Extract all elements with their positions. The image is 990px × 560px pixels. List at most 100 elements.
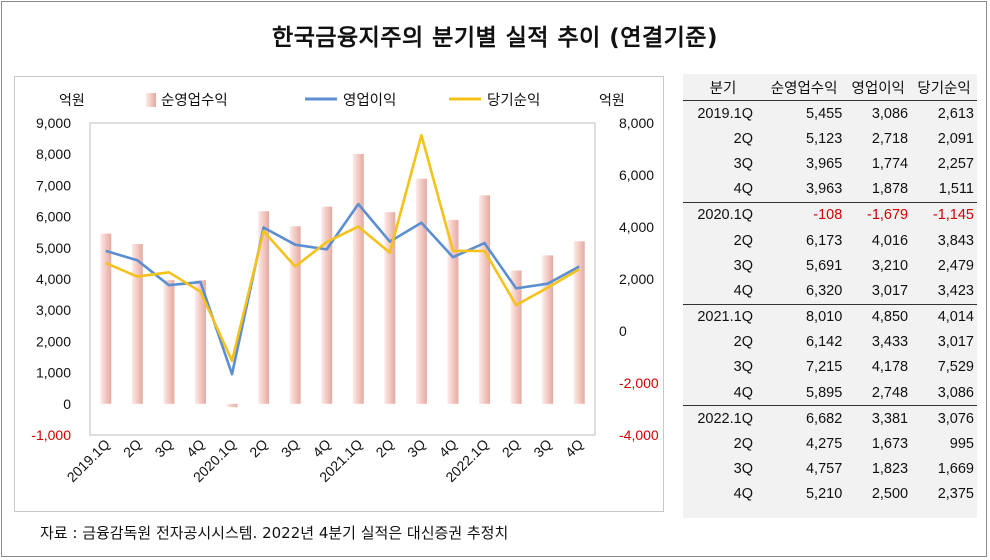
table-row: 4Q 5,895 2,748 3,086 xyxy=(683,380,977,406)
table-value-cell: -1,145 xyxy=(911,201,977,228)
table-value-cell: 5,123 xyxy=(805,130,843,147)
left-axis-tick: 8,000 xyxy=(36,146,71,162)
data-table: 분기 순영업수익 영업이익 당기순익 2019.1Q 5,455 3,086 2,613 2Q… xyxy=(683,74,977,518)
bar-revenue xyxy=(194,280,206,404)
table-value-cell: 6,320 xyxy=(805,282,843,299)
right-axis-unit: 억원 xyxy=(599,92,625,108)
table-quarter-cell: 2Q xyxy=(733,232,753,249)
table-value-cell: 3,433 xyxy=(871,334,909,351)
right-axis-tick: 6,000 xyxy=(619,167,654,183)
x-tick-label: 2Q xyxy=(372,436,397,461)
table-value-cell: 2,613 xyxy=(937,105,974,122)
x-tick-label: 2Q xyxy=(246,436,271,461)
x-tick-label: 4Q xyxy=(309,436,334,461)
x-tick-label: 3Q xyxy=(404,436,429,461)
left-axis-tick: -1,000 xyxy=(31,427,71,443)
table-row: 2020.1Q -108 -1,679 -1,145 xyxy=(683,201,977,228)
legend-swatch-revenue xyxy=(146,93,156,107)
left-axis-tick: 1,000 xyxy=(36,365,71,381)
table-value-cell: 5,210 xyxy=(805,486,843,503)
table-row: 3Q 3,965 1,774 2,257 xyxy=(683,151,977,176)
right-axis-tick: 2,000 xyxy=(619,271,654,287)
table-quarter-cell: 2020.1Q xyxy=(683,201,763,228)
table-quarter-cell: 4Q xyxy=(733,486,753,503)
left-axis-tick: 3,000 xyxy=(36,302,71,318)
table-quarter-cell: 3Q xyxy=(733,257,753,274)
left-axis-tick: 7,000 xyxy=(36,177,71,193)
table-header-cell: 순영업수익 xyxy=(763,74,846,101)
table-value-cell: 1,673 xyxy=(871,436,909,453)
table-value-cell: 3,017 xyxy=(937,334,974,351)
table-header-cell: 분기 xyxy=(683,74,763,101)
bar-revenue xyxy=(573,241,585,404)
legend-label-operating: 영업이익 xyxy=(343,92,396,109)
right-axis-tick: 4,000 xyxy=(619,219,654,235)
bar-revenue xyxy=(258,211,270,404)
table-quarter-cell: 4Q xyxy=(733,282,753,299)
right-axis-tick: -4,000 xyxy=(619,427,659,443)
legend-label-net: 당기순익 xyxy=(487,92,540,109)
table-value-cell: 2,375 xyxy=(937,486,974,503)
x-tick-label: 4Q xyxy=(436,436,461,461)
table-value-cell: 7,529 xyxy=(937,359,974,376)
table-value-cell: 3,017 xyxy=(871,282,909,299)
table-row: 3Q 7,215 4,178 7,529 xyxy=(683,355,977,380)
x-tick-label: 2Q xyxy=(120,436,145,461)
chart-area: -1,000 0 1,000 2,000 3,000 4,000 5,000 6,000 7,0… xyxy=(14,76,664,512)
x-tick-label: 2019.1Q xyxy=(64,436,113,485)
right-axis-tick: -2,000 xyxy=(619,375,659,391)
bar-revenue xyxy=(163,280,175,404)
x-tick-label: 3Q xyxy=(151,436,176,461)
x-tick-label: 3Q xyxy=(530,436,555,461)
table-value-cell: 3,843 xyxy=(937,232,974,249)
table-quarter-cell: 2Q xyxy=(733,436,753,453)
bar-revenue xyxy=(384,212,396,404)
right-axis-tick: 8,000 xyxy=(619,115,654,131)
table-quarter-cell: 3Q xyxy=(733,461,753,478)
table-value-cell: 4,757 xyxy=(805,461,843,478)
table-row: 2Q 5,123 2,718 2,091 xyxy=(683,126,977,151)
bar-revenue xyxy=(510,270,522,404)
left-axis-tick: 2,000 xyxy=(36,333,71,349)
table-value-cell: 2,718 xyxy=(871,130,909,147)
right-axis-tick: 0 xyxy=(619,323,627,339)
table-value-cell: 6,142 xyxy=(805,334,843,351)
table-quarter-cell: 2019.1Q xyxy=(697,105,753,122)
table-row: 4Q 5,210 2,500 2,375 xyxy=(683,482,977,507)
table-quarter-cell: 2Q xyxy=(733,334,753,351)
page-title: 한국금융지주의 분기별 실적 추이 (연결기준) xyxy=(272,25,718,51)
table-header-cell: 영업이익 xyxy=(845,74,912,101)
table-value-cell: 2,091 xyxy=(937,130,974,147)
table-value-cell: 6,173 xyxy=(805,232,843,249)
table-value-cell: 2,257 xyxy=(937,155,974,172)
table-quarter-cell: 4Q xyxy=(733,181,753,198)
table-row: 2019.1Q 5,455 3,086 2,613 xyxy=(683,101,977,127)
legend-label-revenue: 순영업수익 xyxy=(161,92,228,109)
x-tick-label: 3Q xyxy=(278,436,303,461)
bar-revenue xyxy=(479,195,491,404)
bar-revenue xyxy=(447,219,459,404)
table-row: 4Q 6,320 3,017 3,423 xyxy=(683,278,977,304)
table-value-cell: 1,878 xyxy=(871,181,909,198)
table-value-cell: 5,455 xyxy=(805,105,843,122)
table-quarter-cell: 2022.1Q xyxy=(683,405,763,432)
left-axis-tick: 6,000 xyxy=(36,209,71,225)
table-value-cell: 1,774 xyxy=(871,155,909,172)
bar-revenue xyxy=(415,178,427,404)
left-axis-tick: 9,000 xyxy=(36,115,71,131)
table-value-cell: 2,479 xyxy=(937,257,974,274)
table-value-cell: 3,086 xyxy=(871,105,909,122)
table-value-cell: 1,823 xyxy=(871,461,909,478)
table-value-cell: 2,500 xyxy=(871,486,909,503)
table-quarter-cell: 2021.1Q xyxy=(683,303,763,330)
table-value-cell: -108 xyxy=(763,201,846,228)
source-note: 자료 : 금융감독원 전자공시시스템. 2022년 4분기 실적은 대신증권 추… xyxy=(40,524,509,542)
left-axis-tick: 0 xyxy=(63,396,71,412)
table-value-cell: 5,895 xyxy=(805,384,843,401)
bar-revenue xyxy=(289,226,301,404)
bar-revenue xyxy=(321,206,333,404)
table-quarter-cell: 2Q xyxy=(733,130,753,147)
left-axis-tick: 4,000 xyxy=(36,271,71,287)
table-value-cell: 1,511 xyxy=(938,181,974,198)
